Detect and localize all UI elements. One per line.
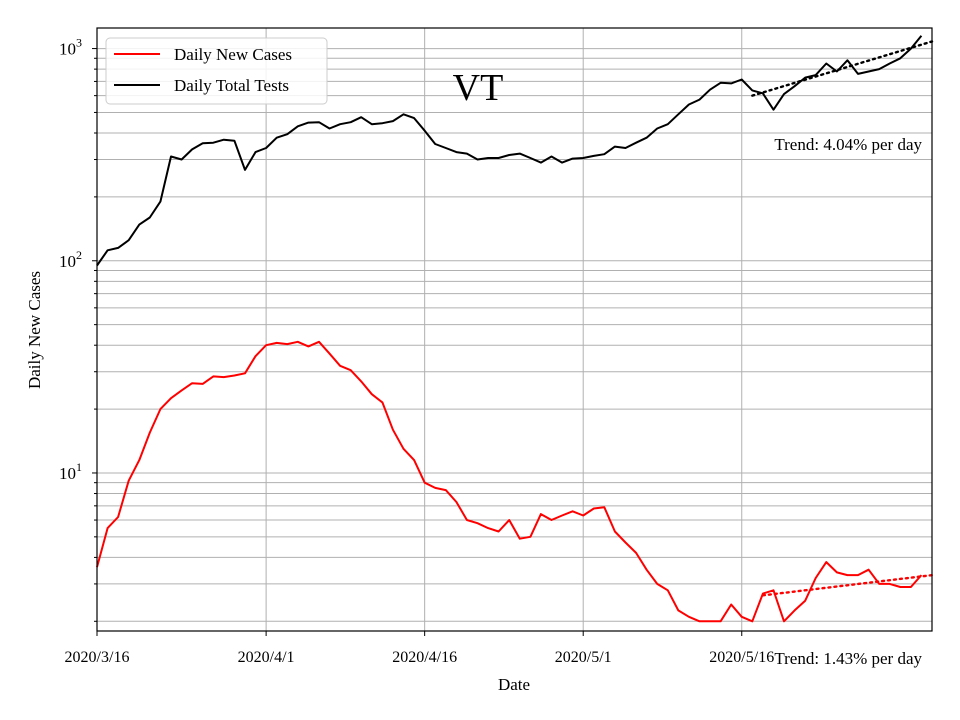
legend-label-0: Daily New Cases (174, 45, 292, 64)
legend-label-1: Daily Total Tests (174, 76, 289, 95)
series-line-0 (96, 340, 923, 623)
series-line-1 (96, 35, 923, 267)
trend-label-0: Trend: 4.04% per day (774, 135, 922, 154)
trend-labels: Trend: 4.04% per day Trend: 1.43% per day (774, 135, 922, 668)
trend-line-1 (761, 573, 934, 597)
y-tick-label: 102 (59, 248, 82, 271)
ticks: 2020/3/16 2020/4/1 2020/4/16 2020/5/1 2020/5… (59, 36, 774, 666)
plot-frame (96, 27, 933, 632)
y-tick-label: 103 (59, 36, 82, 59)
trend-line-0 (751, 40, 934, 97)
chart-title: VT (453, 67, 504, 109)
grid (96, 28, 932, 631)
x-tick-label: 2020/4/16 (392, 649, 457, 666)
x-axis-label: Date (498, 675, 530, 694)
legend-box (105, 37, 328, 105)
x-tick-label: 2020/5/16 (709, 649, 774, 666)
x-tick-label: 2020/4/1 (238, 649, 295, 666)
y-axis-label: Daily New Cases (25, 271, 44, 389)
series-layer (96, 35, 934, 623)
x-tick-label: 2020/5/1 (555, 649, 612, 666)
trend-label-1: Trend: 1.43% per day (774, 649, 922, 668)
y-tick-label: 101 (59, 460, 82, 483)
legend: Daily New Cases Daily Total Tests (105, 37, 328, 105)
x-tick-label: 2020/3/16 (65, 649, 130, 666)
